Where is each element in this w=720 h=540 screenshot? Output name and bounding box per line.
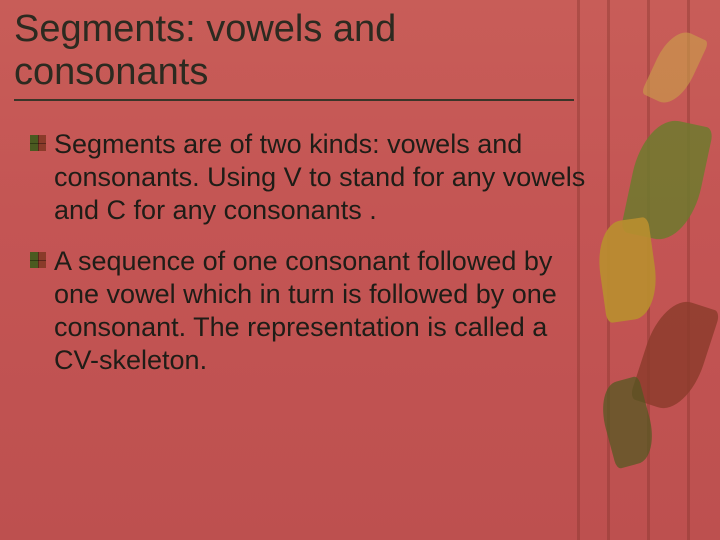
slide: Segments: vowels and consonants Segments… bbox=[0, 0, 720, 540]
decorative-panel bbox=[570, 0, 720, 540]
bullet-text: A sequence of one consonant followed by … bbox=[54, 245, 590, 377]
list-item: Segments are of two kinds: vowels and co… bbox=[30, 128, 590, 227]
list-item: A sequence of one consonant followed by … bbox=[30, 245, 590, 377]
title-container: Segments: vowels and consonants bbox=[14, 8, 574, 101]
bullet-icon bbox=[30, 252, 46, 268]
bullet-text: Segments are of two kinds: vowels and co… bbox=[54, 128, 590, 227]
slide-title: Segments: vowels and consonants bbox=[14, 8, 574, 93]
body-content: Segments are of two kinds: vowels and co… bbox=[30, 128, 590, 395]
bullet-icon bbox=[30, 135, 46, 151]
